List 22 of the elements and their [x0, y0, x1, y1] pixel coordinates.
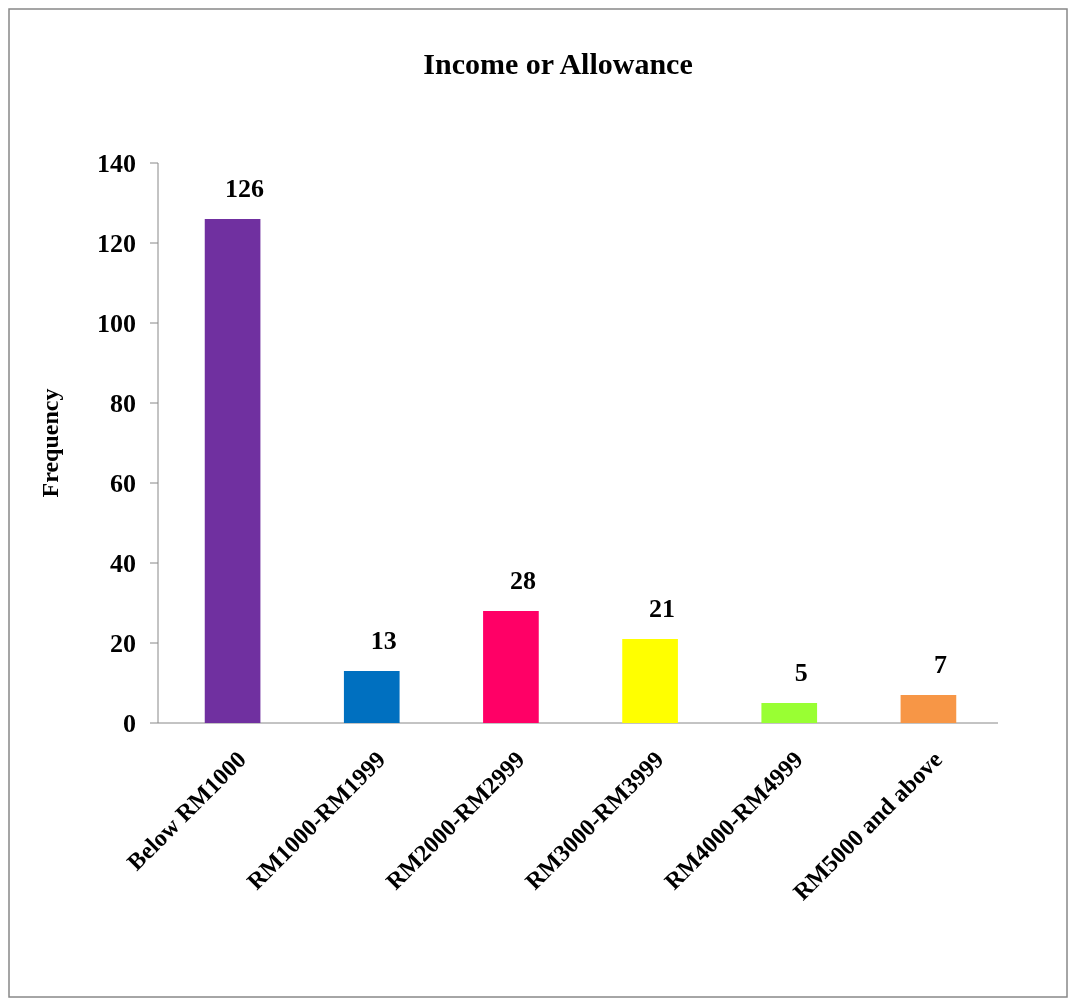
data-label: 28 — [509, 566, 536, 595]
y-tick-label: 80 — [110, 389, 136, 419]
data-label: 13 — [370, 626, 397, 655]
bar — [483, 611, 539, 723]
y-tick-label: 20 — [110, 629, 136, 659]
y-tick-label: 140 — [97, 149, 136, 179]
data-label: 7 — [933, 650, 947, 679]
bar — [204, 219, 261, 723]
bar — [343, 671, 400, 723]
y-tick-label: 120 — [97, 229, 136, 259]
data-label: 126 — [225, 174, 265, 203]
data-label: 5 — [794, 658, 808, 687]
bar — [622, 639, 678, 723]
y-axis-title: Frequency — [37, 388, 63, 498]
y-tick-label: 0 — [123, 709, 136, 739]
data-label: 21 — [649, 594, 676, 623]
y-tick-label: 60 — [110, 469, 136, 499]
bar — [761, 703, 818, 723]
bar — [900, 695, 957, 723]
y-tick-label: 100 — [97, 309, 136, 339]
chart-title: Income or Allowance — [423, 47, 693, 80]
y-tick-label: 40 — [110, 549, 136, 579]
